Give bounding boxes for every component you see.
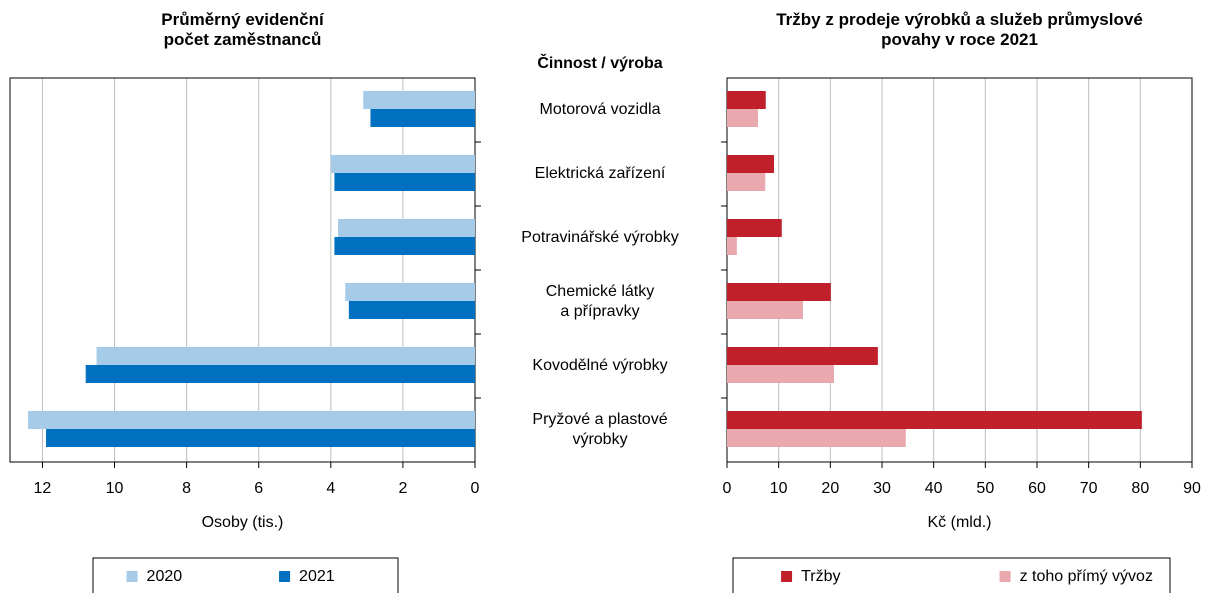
x-tick-label: 60 — [1028, 480, 1046, 497]
bar — [727, 429, 906, 447]
x-tick-label: 30 — [873, 480, 891, 497]
bar — [370, 109, 475, 127]
bar — [727, 237, 737, 255]
legend-swatch — [781, 571, 793, 582]
legend-label: Tržby — [801, 568, 840, 585]
legend-box — [732, 557, 1171, 593]
bar — [363, 91, 475, 109]
x-tick-label: 8 — [182, 480, 191, 497]
x-tick-label: 2 — [398, 480, 407, 497]
x-axis-label: Kč (mld.) — [928, 514, 992, 531]
bar — [334, 173, 475, 191]
bar — [727, 173, 766, 191]
bar — [28, 411, 476, 429]
bar — [727, 283, 831, 301]
x-tick-label: 0 — [723, 480, 732, 497]
legend-swatch — [279, 571, 291, 582]
bar — [338, 219, 475, 237]
x-axis-label: Osoby (tis.) — [202, 514, 284, 531]
x-tick-label: 0 — [471, 480, 480, 497]
chart-title: Tržby z prodeje výrobků a služeb průmysl… — [776, 10, 1143, 49]
x-tick-label: 90 — [1183, 480, 1201, 497]
x-tick-label: 12 — [34, 480, 52, 497]
category-label: Pryžové a plastové výrobky — [532, 411, 668, 448]
bar — [96, 347, 475, 365]
x-tick-label: 20 — [821, 480, 839, 497]
legend-swatch — [999, 571, 1011, 582]
bar — [727, 219, 782, 237]
category-label: Kovodělné výrobky — [532, 357, 668, 374]
category-label: Motorová vozidla — [539, 101, 661, 118]
bar — [727, 155, 775, 173]
x-tick-label: 70 — [1080, 480, 1098, 497]
x-tick-label: 40 — [925, 480, 943, 497]
plot-frame — [726, 77, 1193, 463]
x-tick-label: 4 — [326, 480, 335, 497]
chart-title: Průměrný evidenční počet zaměstnanců — [161, 10, 324, 49]
bar — [345, 283, 475, 301]
plot-frame — [9, 77, 476, 463]
bar — [348, 301, 475, 319]
x-tick-label: 50 — [976, 480, 994, 497]
legend-label: 2021 — [299, 568, 335, 585]
legend-label: 2020 — [147, 568, 183, 585]
bar — [334, 237, 475, 255]
legend-swatch — [126, 571, 138, 582]
bar — [727, 347, 878, 365]
bar — [727, 109, 758, 127]
bar — [727, 301, 803, 319]
bar — [46, 429, 476, 447]
bar — [727, 411, 1142, 429]
category-header: Činnost / výroba — [537, 55, 663, 72]
bar — [727, 91, 766, 109]
bar — [85, 365, 475, 383]
x-tick-label: 80 — [1131, 480, 1149, 497]
legend-box — [92, 557, 399, 593]
x-tick-label: 10 — [106, 480, 124, 497]
bar — [727, 365, 834, 383]
category-label: Potravinářské výrobky — [521, 229, 679, 246]
category-label: Chemické látky a přípravky — [545, 283, 655, 320]
legend-label: z toho přímý vývoz — [1020, 568, 1153, 585]
category-label: Elektrická zařízení — [534, 165, 666, 182]
x-tick-label: 10 — [770, 480, 788, 497]
x-tick-label: 6 — [254, 480, 263, 497]
bar — [330, 155, 475, 173]
